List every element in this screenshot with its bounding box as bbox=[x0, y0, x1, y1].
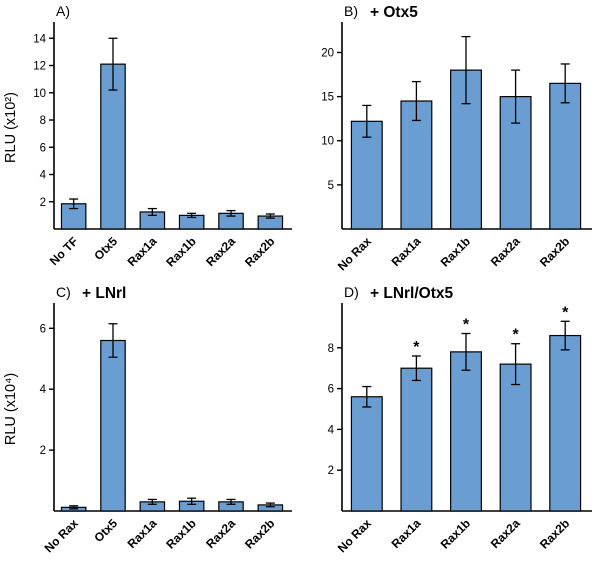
svg-text:*: * bbox=[512, 327, 519, 344]
svg-text:8: 8 bbox=[40, 115, 46, 127]
svg-text:2: 2 bbox=[328, 465, 334, 477]
svg-text:14: 14 bbox=[33, 33, 46, 45]
svg-text:4: 4 bbox=[328, 424, 335, 436]
svg-text:RLU (x10⁴): RLU (x10⁴) bbox=[3, 373, 19, 445]
svg-text:No Rax: No Rax bbox=[42, 516, 81, 555]
svg-text:10: 10 bbox=[33, 88, 46, 100]
svg-text:Otx5: Otx5 bbox=[91, 516, 120, 545]
svg-text:RLU (x10²): RLU (x10²) bbox=[3, 92, 19, 163]
svg-text:2: 2 bbox=[40, 445, 46, 457]
svg-text:Rax1a: Rax1a bbox=[389, 516, 424, 551]
svg-text:Rax1a: Rax1a bbox=[125, 516, 160, 551]
svg-text:10: 10 bbox=[321, 136, 334, 148]
svg-text:Rax1a: Rax1a bbox=[389, 234, 424, 269]
panel-d: 2 4 6 8 D) + LNrl/Otx5 No Rax * Rax1a * Rax1b * Rax2… bbox=[300, 281, 600, 563]
panel-c-chart: 2 4 6 RLU (x10⁴) C) + LNrl No Rax Otx5 Rax1a Rax1… bbox=[3, 284, 292, 555]
svg-text:+ LNrl/Otx5: + LNrl/Otx5 bbox=[370, 285, 454, 302]
panel-d-chart: 2 4 6 8 D) + LNrl/Otx5 No Rax * Rax1a * Rax1b * Rax2… bbox=[328, 284, 592, 555]
svg-text:8: 8 bbox=[328, 343, 334, 355]
svg-text:A): A) bbox=[56, 3, 70, 19]
svg-text:+ LNrl: + LNrl bbox=[82, 285, 126, 302]
svg-text:15: 15 bbox=[321, 92, 334, 104]
svg-text:B): B) bbox=[344, 3, 358, 19]
svg-text:No TF: No TF bbox=[47, 234, 81, 268]
svg-text:Rax1b: Rax1b bbox=[438, 234, 473, 269]
svg-text:Rax1a: Rax1a bbox=[125, 234, 160, 269]
svg-text:5: 5 bbox=[328, 180, 334, 192]
panel-b-chart: 5 10 15 20 B) + Otx5 No Rax Rax1a Rax1b Rax2a Rax2… bbox=[321, 3, 592, 273]
svg-text:4: 4 bbox=[40, 170, 47, 182]
svg-text:*: * bbox=[562, 304, 569, 321]
svg-text:Rax2b: Rax2b bbox=[537, 234, 572, 269]
svg-text:4: 4 bbox=[40, 384, 47, 396]
svg-text:Rax2a: Rax2a bbox=[488, 234, 523, 269]
svg-text:Rax2a: Rax2a bbox=[203, 234, 238, 269]
svg-text:Rax2b: Rax2b bbox=[242, 516, 277, 551]
svg-text:6: 6 bbox=[40, 323, 46, 335]
svg-text:No Rax: No Rax bbox=[335, 516, 374, 555]
svg-text:Rax2b: Rax2b bbox=[537, 516, 572, 551]
panel-c: 2 4 6 RLU (x10⁴) C) + LNrl No Rax Otx5 Rax1a Rax1… bbox=[0, 281, 300, 563]
svg-text:Rax2a: Rax2a bbox=[488, 516, 523, 551]
svg-text:+ Otx5: + Otx5 bbox=[370, 4, 418, 21]
panel-a: 2 4 6 8 10 12 14 RLU (x10²) A) No TF Otx5 Rax1a Rax1… bbox=[0, 0, 300, 281]
svg-text:No Rax: No Rax bbox=[335, 234, 374, 273]
svg-text:2: 2 bbox=[40, 197, 46, 209]
svg-text:D): D) bbox=[344, 284, 359, 300]
svg-text:Rax1b: Rax1b bbox=[163, 234, 198, 269]
svg-text:*: * bbox=[463, 317, 470, 334]
svg-text:12: 12 bbox=[33, 61, 46, 73]
svg-text:Rax1b: Rax1b bbox=[163, 516, 198, 551]
svg-text:C): C) bbox=[56, 284, 71, 300]
svg-text:*: * bbox=[413, 339, 420, 356]
svg-text:Rax2a: Rax2a bbox=[203, 516, 238, 551]
svg-text:6: 6 bbox=[40, 142, 46, 154]
svg-text:Rax2b: Rax2b bbox=[242, 234, 277, 269]
svg-text:Otx5: Otx5 bbox=[91, 234, 120, 263]
svg-text:6: 6 bbox=[328, 384, 334, 396]
svg-text:Rax1b: Rax1b bbox=[438, 516, 473, 551]
panel-b: 5 10 15 20 B) + Otx5 No Rax Rax1a Rax1b Rax2a Rax2… bbox=[300, 0, 600, 281]
panel-a-chart: 2 4 6 8 10 12 14 RLU (x10²) A) No TF Otx5 Rax1a Rax1… bbox=[3, 3, 292, 270]
svg-text:20: 20 bbox=[321, 47, 334, 59]
